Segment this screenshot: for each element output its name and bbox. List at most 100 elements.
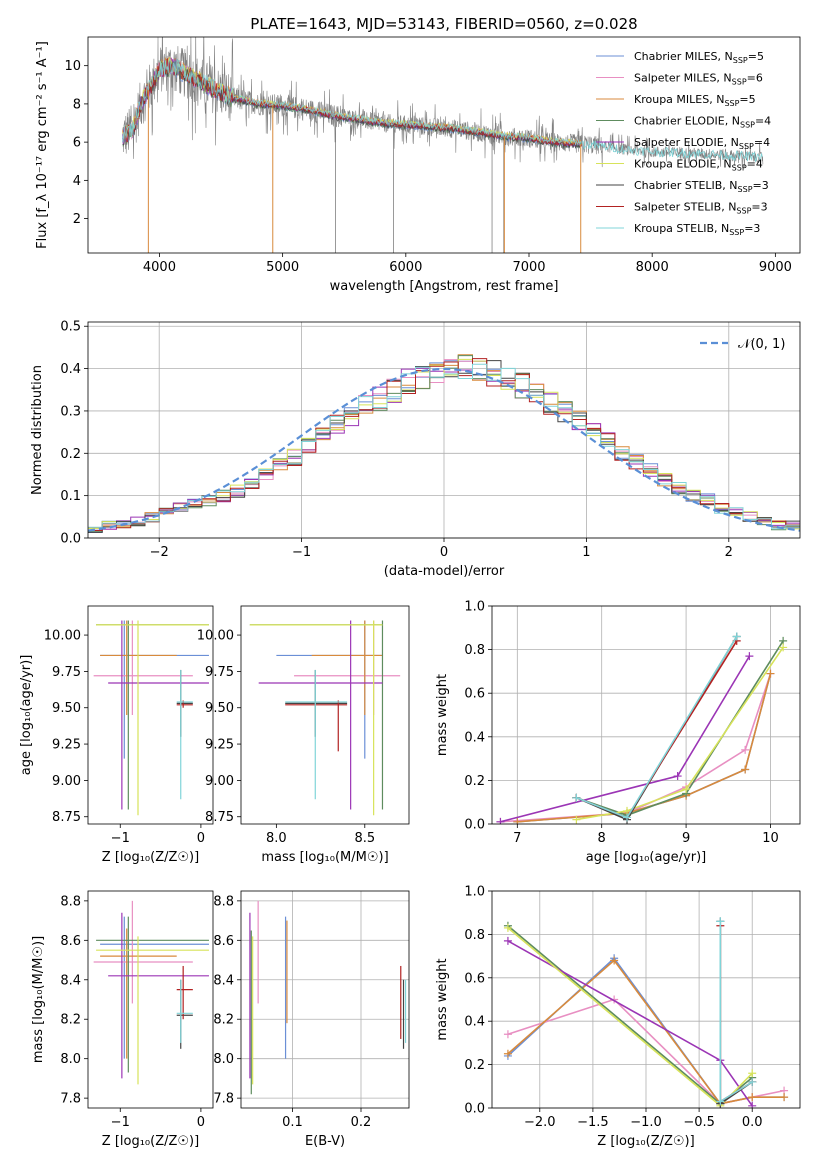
mass-vs-z-axes: −1 0 7.8 8.0 8.2 8.4 8.6 8.8 Z [log₁₀(Z/Z☉)] mass…	[31, 894, 205, 1149]
y-tick-label: 8.4	[60, 973, 81, 988]
x-tick-label: 4000	[143, 260, 176, 275]
x-tick-label: 0	[440, 545, 448, 560]
y-tick-label: 9.00	[205, 774, 234, 789]
y-tick-label: 0.3	[60, 404, 81, 419]
x-tick-label: 2	[725, 545, 733, 560]
model-spectrum-kroupa_stelib	[122, 57, 582, 147]
y-tick-label: 9.00	[52, 774, 81, 789]
y-tick-label: 8.2	[60, 1013, 81, 1028]
y-tick-label: 0.2	[60, 447, 81, 462]
spectrum-legend: Chabrier MILES, NSSP=5 Salpeter MILES, NS…	[596, 50, 771, 237]
y-axis-label: mass [log₁₀(M/M☉)]	[31, 936, 46, 1063]
weight-marker-salpeter_elodie	[748, 1101, 757, 1108]
y-tick-label: 0.0	[60, 532, 81, 547]
weight-marker-kroupa_stelib	[572, 793, 581, 802]
y-tick-label: 9.25	[52, 738, 81, 753]
weight-vs-z-plot-area	[503, 917, 789, 1108]
y-tick-label: 8.8	[60, 894, 81, 909]
x-tick-label: 7000	[512, 260, 545, 275]
weight-marker-kroupa_elodie	[572, 815, 581, 824]
weight-marker-kroupa_miles	[780, 1093, 789, 1102]
weight-marker-kroupa_stelib	[732, 632, 741, 641]
weight-marker-kroupa_miles	[610, 956, 619, 965]
weight-marker-kroupa_miles	[741, 765, 750, 774]
mass-vs-ebv-plot-area	[249, 900, 407, 1095]
age-vs-mass-axes: 8.0 8.5 8.75 9.00 9.25 9.50 9.75 10.00 mass [log…	[197, 629, 389, 865]
y-tick-label: 4	[73, 174, 81, 189]
x-tick-label: 9	[682, 831, 690, 846]
weight-marker-kroupa_elodie	[779, 643, 788, 652]
x-tick-label: 5000	[266, 260, 299, 275]
y-tick-label: 8.4	[213, 973, 234, 988]
residuals-axes: −2 −1 0 1 2 0.0 0.1 0.2 0.3 0.4 0.5 (data-model)/er…	[30, 320, 800, 579]
x-tick-label: 0.2	[351, 1115, 372, 1130]
x-tick-label: −1.5	[577, 1115, 609, 1130]
weight-marker-kroupa_miles	[766, 669, 775, 678]
residuals-frame	[87, 321, 801, 539]
legend-label-kroupa_elodie: Kroupa ELODIE, NSSP=4	[634, 158, 763, 173]
y-axis-label: mass weight	[435, 958, 450, 1040]
y-tick-label: 0.0	[464, 1102, 485, 1117]
weight-vs-z-frame	[491, 890, 801, 1109]
y-tick-label: 8.75	[205, 810, 234, 825]
x-axis-label: E(B-V)	[305, 1134, 345, 1149]
x-tick-label: 6000	[389, 260, 422, 275]
weight-line-chabrier_stelib	[576, 636, 738, 821]
weight-vs-z-axes: −2.0 −1.5 −1.0 −0.5 0.0 0.0 0.2 0.4 0.6 0.8 1.0 Z […	[435, 885, 800, 1149]
x-axis-label: Z [log₁₀(Z/Z☉)]	[597, 1134, 694, 1149]
x-tick-label: 0.0	[742, 1115, 763, 1130]
y-tick-label: 2	[73, 212, 81, 227]
panels-group: 4000 5000 6000 7000 8000 9000246810wavelength…	[19, 36, 801, 1149]
y-tick-label: 0.0	[464, 818, 485, 833]
figure-title: PLATE=1643, MJD=53143, FIBERID=0560, z=0…	[250, 15, 637, 33]
y-tick-label: 8.6	[213, 934, 234, 949]
x-axis-label: mass [log₁₀(M/M☉)]	[261, 850, 388, 865]
y-axis-label: Normed distribution	[30, 365, 45, 495]
normal-legend-label: 𝒩(0, 1)	[738, 337, 785, 352]
spectrum-frame	[87, 36, 801, 254]
x-tick-label: −1	[292, 545, 311, 560]
y-tick-label: 1.0	[464, 885, 485, 900]
y-tick-label: 8.75	[52, 810, 81, 825]
x-tick-label: 9000	[759, 260, 792, 275]
x-axis-label: Z [log₁₀(Z/Z☉)]	[102, 850, 199, 865]
x-tick-label: −2.0	[524, 1115, 556, 1130]
weight-marker-kroupa_stelib	[748, 1077, 757, 1086]
y-tick-label: 0.8	[464, 643, 485, 658]
x-tick-label: 8	[598, 831, 606, 846]
weight-line-salpeter_stelib	[719, 925, 753, 1103]
x-tick-label: 0	[197, 831, 205, 846]
y-tick-label: 7.8	[60, 1092, 81, 1107]
legend-label-salpeter_miles: Salpeter MILES, NSSP=6	[634, 72, 763, 87]
weight-line-kroupa_stelib	[576, 636, 738, 819]
y-tick-label: 0.2	[464, 1058, 485, 1073]
legend-label-chabrier_stelib: Chabrier STELIB, NSSP=3	[634, 179, 769, 194]
y-tick-label: 0.5	[60, 320, 81, 335]
weight-line-kroupa_elodie	[576, 646, 784, 821]
y-tick-label: 10.00	[197, 629, 234, 644]
weight-marker-kroupa_miles	[513, 817, 522, 824]
y-tick-label: 6	[73, 136, 81, 151]
y-tick-label: 0.2	[464, 774, 485, 789]
y-tick-label: 9.75	[205, 665, 234, 680]
weight-marker-salpeter_miles	[503, 1030, 512, 1039]
x-tick-label: 10	[762, 831, 779, 846]
y-axis-label: age [log₁₀(age/yr)]	[19, 655, 34, 776]
y-tick-label: 8.8	[213, 894, 234, 909]
age-vs-mass-plot-area	[249, 620, 401, 816]
y-tick-label: 0.8	[464, 928, 485, 943]
y-tick-label: 0.1	[60, 489, 81, 504]
weight-line-salpeter_miles	[500, 673, 772, 823]
x-axis-label: Z [log₁₀(Z/Z☉)]	[102, 1134, 199, 1149]
y-tick-label: 8.0	[60, 1052, 81, 1067]
y-tick-label: 1.0	[464, 600, 485, 615]
x-tick-label: −0.5	[683, 1115, 715, 1130]
weight-marker-kroupa_elodie	[748, 1069, 757, 1078]
legend-label-chabrier_elodie: Chabrier ELODIE, NSSP=4	[634, 115, 771, 130]
age-vs-z-plot-area	[93, 620, 209, 816]
x-axis-label: age [log₁₀(age/yr)]	[586, 850, 707, 865]
legend-label-chabrier_miles: Chabrier MILES, NSSP=5	[634, 50, 764, 65]
mass-vs-ebv-axes: 0.1 0.2 7.8 8.0 8.2 8.4 8.6 8.8 E(B-V)	[213, 891, 409, 1149]
residuals-plot-area	[88, 354, 800, 533]
legend-label-kroupa_miles: Kroupa MILES, NSSP=5	[634, 93, 756, 108]
